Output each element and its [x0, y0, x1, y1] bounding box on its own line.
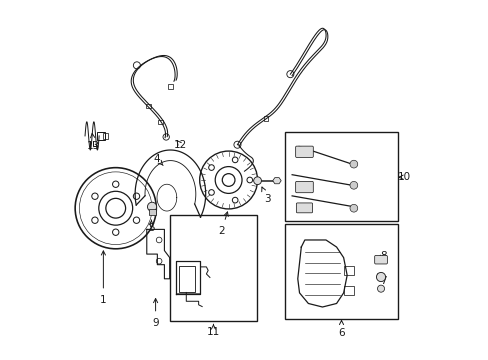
Bar [168, 84, 172, 89]
Text: 12: 12 [173, 140, 186, 150]
Circle shape [349, 160, 357, 168]
Text: 7: 7 [377, 274, 386, 285]
Text: 8: 8 [377, 251, 386, 261]
Bar [285, 224, 397, 319]
Text: 4: 4 [153, 154, 163, 166]
Text: 9: 9 [152, 298, 159, 328]
Text: 6: 6 [338, 320, 344, 338]
Bar [170, 215, 256, 321]
Bar [179, 266, 195, 292]
Circle shape [349, 181, 357, 189]
FancyBboxPatch shape [295, 146, 313, 157]
Text: 2: 2 [218, 212, 228, 236]
Circle shape [376, 273, 385, 282]
Bar [343, 286, 353, 294]
FancyBboxPatch shape [296, 203, 312, 213]
Text: 3: 3 [261, 187, 270, 204]
Bar [343, 266, 353, 275]
Bar [285, 132, 397, 221]
Circle shape [349, 204, 357, 212]
Bar [97, 132, 105, 140]
Bar [148, 209, 155, 215]
Bar [158, 120, 163, 124]
Text: 13: 13 [87, 134, 100, 152]
FancyBboxPatch shape [295, 181, 313, 193]
Bar [264, 117, 267, 121]
Bar [146, 104, 150, 108]
Polygon shape [272, 177, 281, 184]
Text: 1: 1 [100, 251, 106, 305]
Circle shape [147, 202, 156, 211]
Bar [103, 133, 107, 139]
Text: 10: 10 [397, 172, 410, 182]
Text: 5: 5 [147, 220, 154, 233]
Circle shape [253, 177, 261, 185]
Circle shape [377, 285, 384, 292]
FancyBboxPatch shape [374, 256, 386, 264]
Text: 11: 11 [206, 324, 220, 337]
